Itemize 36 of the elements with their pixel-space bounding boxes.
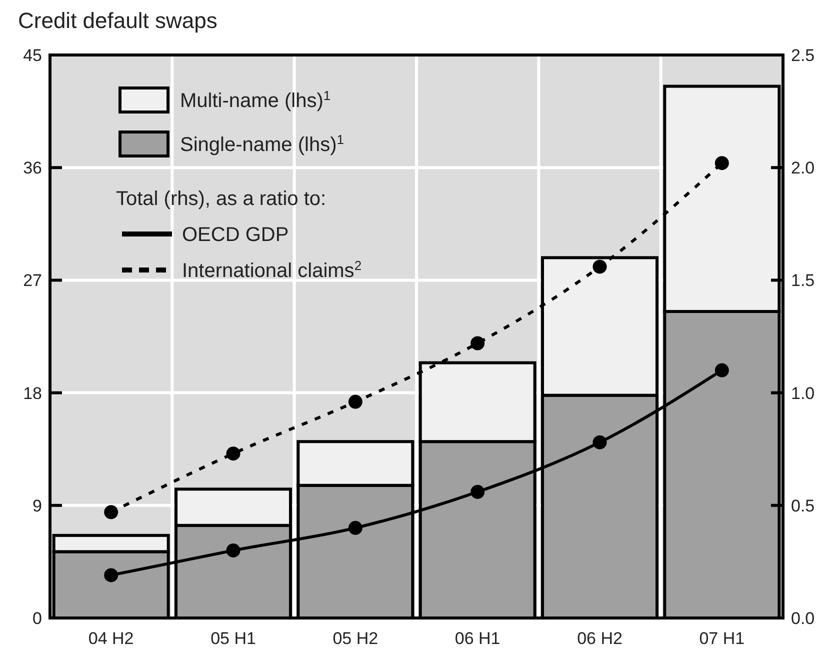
point — [714, 363, 729, 378]
legend-label: Single-name (lhs)$^{1}$ — [180, 132, 344, 156]
point — [470, 336, 485, 350]
y-tick-label: 27 — [23, 271, 42, 290]
y2-tick-label: 0.5 — [791, 496, 815, 516]
x-tick-label: 07 H1 — [699, 629, 745, 648]
y-tick-label: 36 — [23, 158, 42, 178]
y-tick-label: 18 — [23, 384, 42, 403]
point — [348, 394, 362, 409]
point — [714, 156, 729, 170]
x-tick-label: 04 H2 — [88, 629, 134, 648]
x-tick-label: 05 H2 — [332, 629, 378, 648]
legend-label: International claims$^{2}$ — [182, 258, 362, 282]
y2-tick-label: 2.5 — [791, 46, 815, 65]
point — [226, 543, 240, 558]
y2-tick-label: 1.5 — [791, 271, 815, 290]
point — [104, 505, 118, 520]
y2-tick-label: 2.0 — [791, 158, 815, 178]
point — [104, 568, 118, 582]
x-tick-label: 06 H1 — [454, 629, 500, 648]
x-tick-label: 05 H1 — [210, 629, 256, 648]
y2-tick-label: 0.0 — [791, 609, 815, 628]
x-tick-label: 06 H2 — [577, 629, 622, 648]
chart-title: Credit default swaps — [18, 8, 218, 33]
y-tick-label: 9 — [32, 496, 42, 516]
annotation: Total (rhs), as a ratio to: — [116, 188, 326, 210]
point — [592, 435, 607, 450]
point — [470, 484, 485, 499]
y-tick-label: 45 — [23, 46, 42, 65]
legend-label: Multi-name (lhs)$^{1}$ — [180, 88, 331, 112]
y2-tick-label: 1.0 — [791, 384, 815, 403]
legend-label: OECD GDP — [182, 224, 289, 246]
y-tick-label: 0 — [32, 609, 42, 628]
point — [226, 446, 240, 461]
point — [592, 260, 607, 274]
point — [348, 520, 362, 535]
